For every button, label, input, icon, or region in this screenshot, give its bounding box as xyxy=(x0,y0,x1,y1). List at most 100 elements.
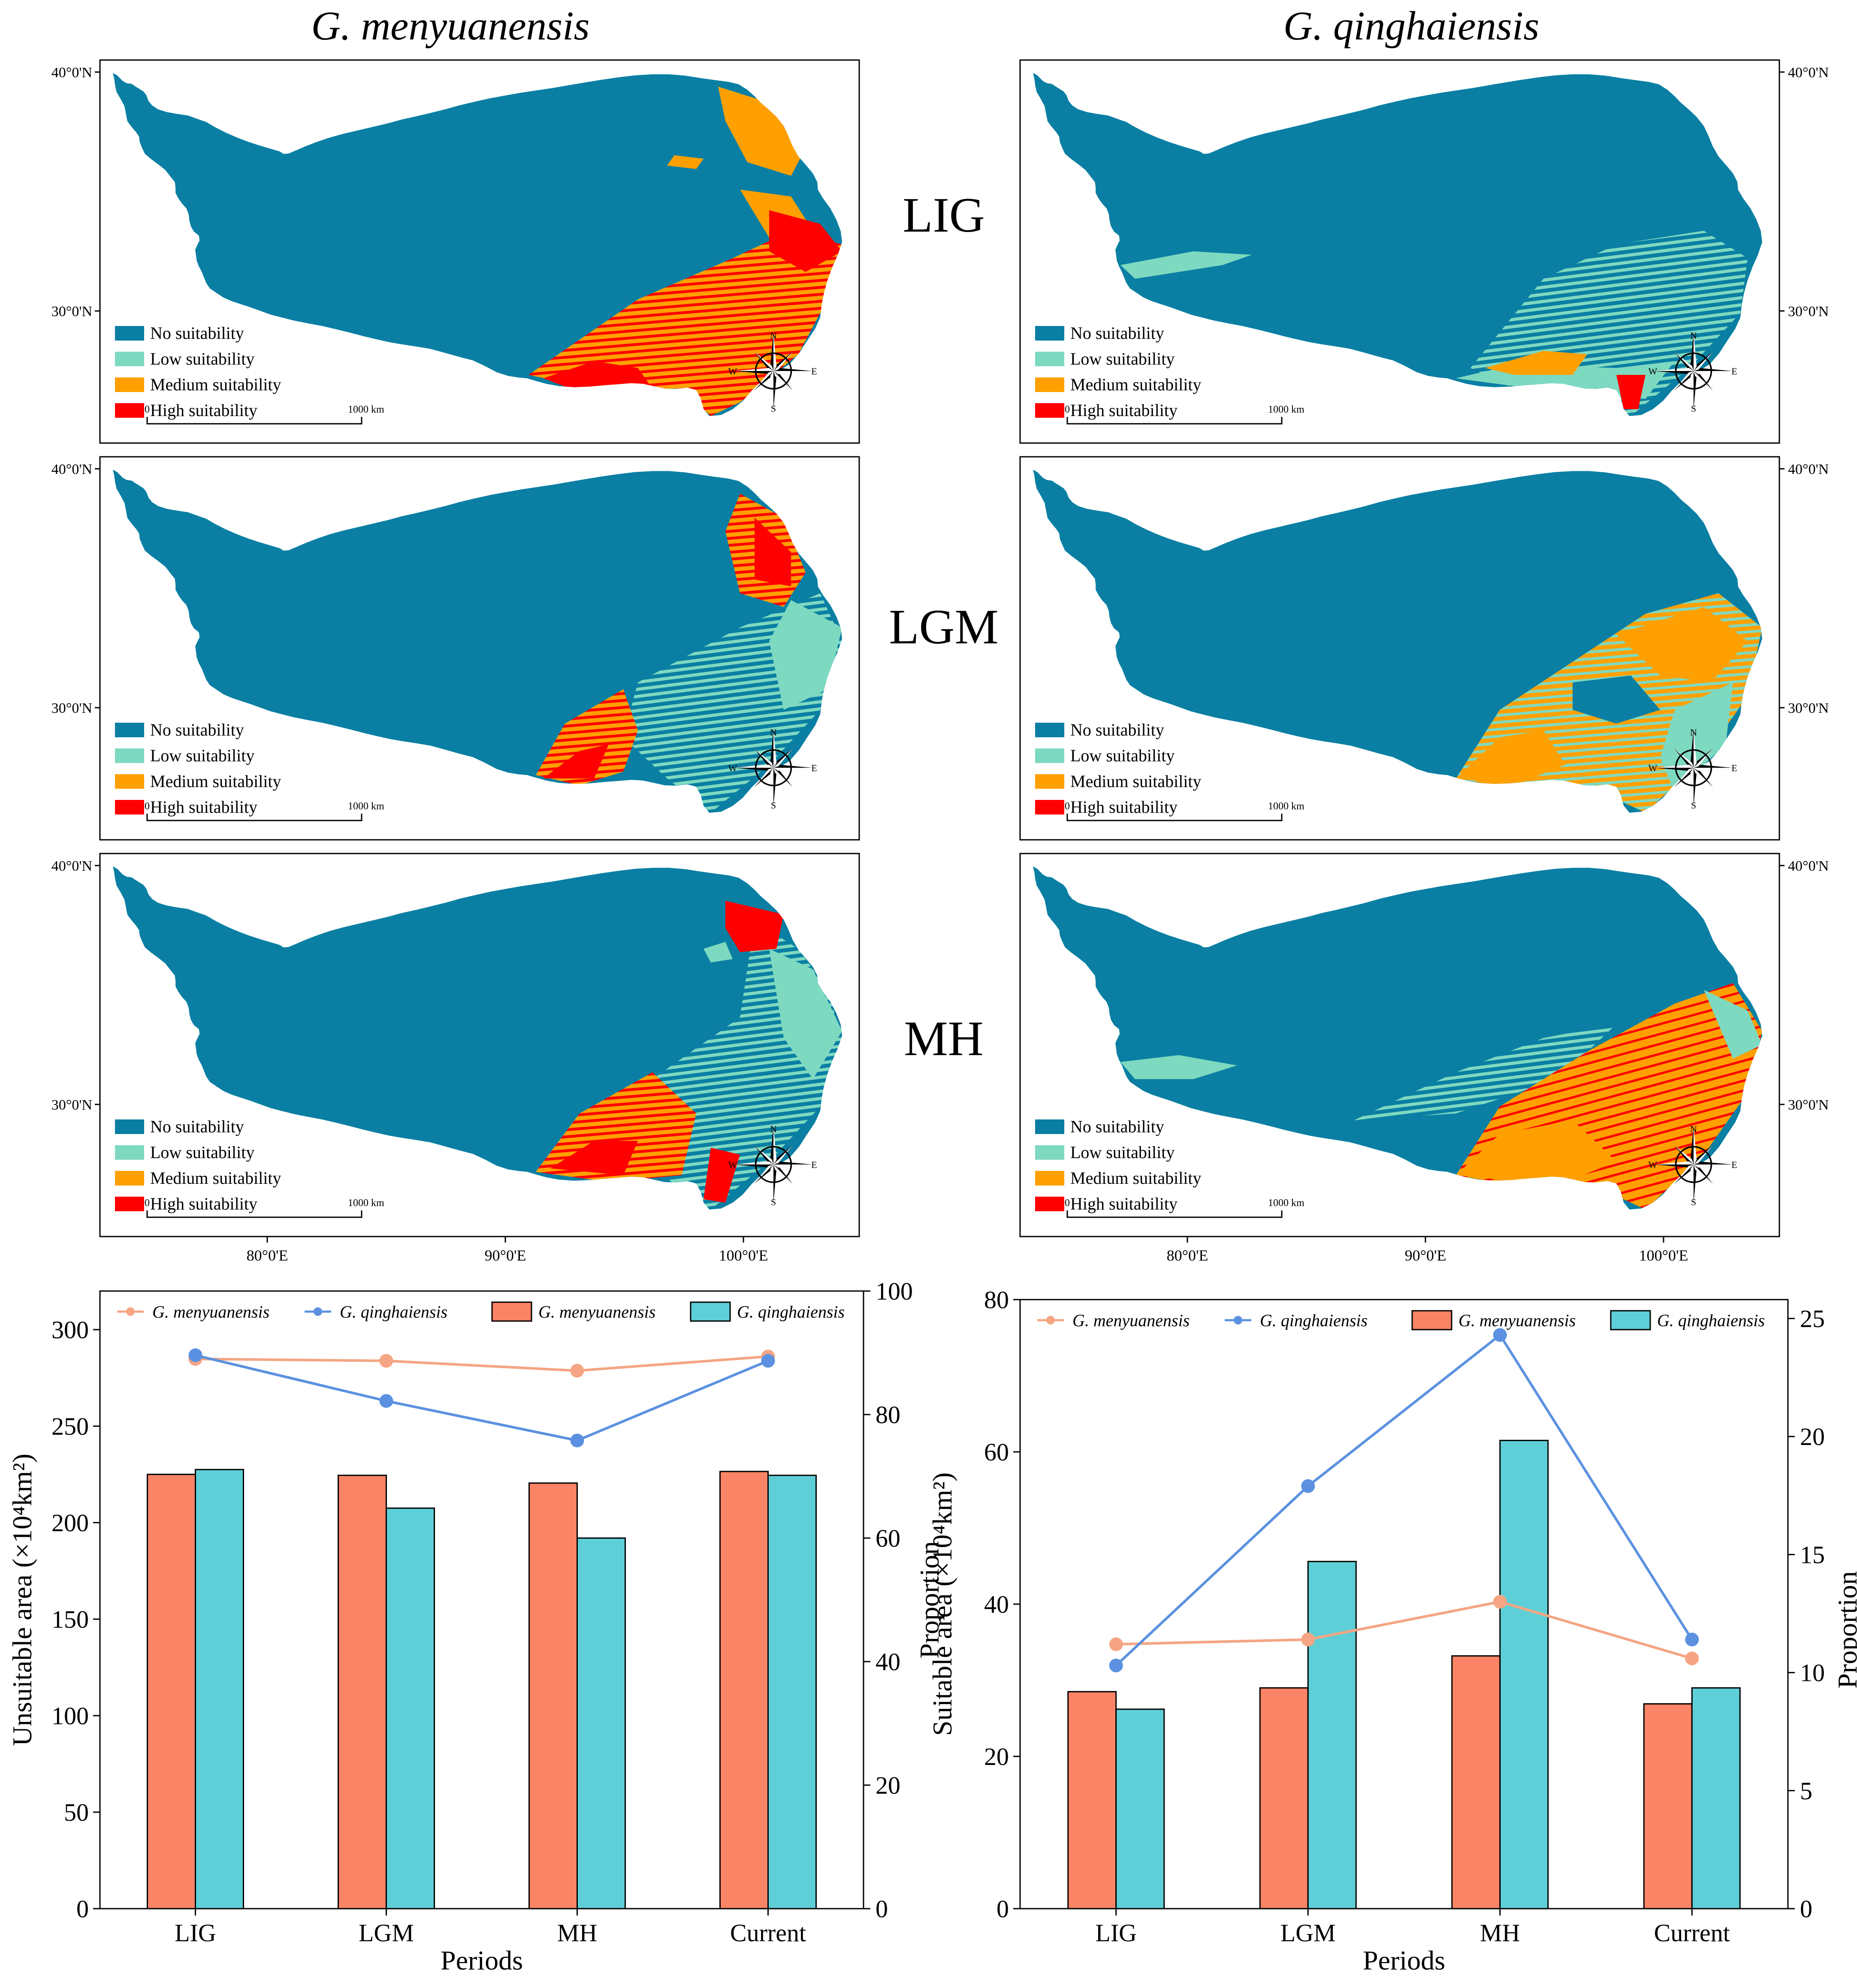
lat-label: 30°0'N xyxy=(51,1097,92,1113)
legend-label: Low suitability xyxy=(150,1143,254,1162)
chart-unsuitable-area: 0 50 100 150 200 250 300 0 20 40 60 80 100 LIG LGM MH Cu… xyxy=(7,1277,945,1976)
y2-tick-label: 5 xyxy=(1800,1777,1812,1805)
compass-w: W xyxy=(1649,763,1658,773)
legend-swatch xyxy=(115,1145,144,1160)
lat-label: 30°0'N xyxy=(1788,304,1829,320)
legend-label: High suitability xyxy=(150,1194,257,1213)
lat-label: 40°0'N xyxy=(1788,462,1829,477)
compass-n: N xyxy=(1690,330,1697,341)
compass-w: W xyxy=(1649,366,1658,377)
legend-label: Medium suitability xyxy=(150,772,281,791)
suitability-patch xyxy=(1120,1055,1237,1079)
compass-e: E xyxy=(1731,366,1737,377)
compass-rose: N S E W xyxy=(1649,727,1737,811)
legend-series-label: G. qinghaiensis xyxy=(737,1302,845,1321)
x-tick-label: LIG xyxy=(175,1919,216,1947)
compass-rose: N S E W xyxy=(728,1124,817,1207)
bar-gqinghaiensis xyxy=(767,1475,817,1910)
scale-bar-start: 0 xyxy=(145,1198,150,1209)
lon-label: 80°0'E xyxy=(1167,1247,1208,1264)
lat-label: 40°0'N xyxy=(1788,858,1829,874)
scale-bar: 0 1000 km xyxy=(1065,1198,1304,1218)
legend-swatch xyxy=(1035,377,1064,392)
y-tick-label: 50 xyxy=(64,1798,89,1826)
plateau-map xyxy=(113,470,842,813)
legend-point-marker xyxy=(1046,1316,1055,1324)
map-legend: No suitability Low suitability Medium suit… xyxy=(115,1117,281,1213)
scale-bar: 0 1000 km xyxy=(145,404,384,425)
y-tick-label: 300 xyxy=(51,1316,89,1344)
line-point xyxy=(761,1354,775,1368)
legend-swatch xyxy=(1035,1119,1064,1134)
legend-swatch xyxy=(1035,774,1064,789)
line-point xyxy=(1685,1632,1699,1647)
lat-label: 30°0'N xyxy=(1788,700,1829,716)
compass-rose: N S E W xyxy=(1649,330,1737,414)
legend-label: High suitability xyxy=(1070,1194,1178,1213)
compass-e: E xyxy=(811,763,817,773)
species-title-right: G. qinghaiensis xyxy=(1283,3,1539,48)
bar-gqinghaiensis xyxy=(1691,1687,1741,1910)
lon-label: 100°0'E xyxy=(719,1247,768,1264)
species-title-left: G. menyuanensis xyxy=(311,3,589,48)
y-tick-label: 80 xyxy=(984,1286,1009,1314)
x-axis-label: Periods xyxy=(441,1945,523,1976)
compass-rose: N S E W xyxy=(1649,1124,1737,1207)
scale-bar-start: 0 xyxy=(1065,404,1070,415)
lon-label: 90°0'E xyxy=(485,1247,526,1264)
legend-swatch xyxy=(115,800,144,815)
suitability-patch xyxy=(550,1141,638,1175)
y-axis-label: Suitable area (×10⁴km²) xyxy=(927,1472,957,1736)
line-point xyxy=(379,1354,393,1368)
compass-w: W xyxy=(1649,1159,1658,1170)
suitability-patch xyxy=(1704,990,1762,1059)
y2-tick-label: 40 xyxy=(876,1648,900,1676)
scale-bar-line xyxy=(146,814,362,821)
suitability-patch xyxy=(704,1148,740,1203)
y2-tick-label: 20 xyxy=(1800,1423,1825,1451)
suitability-patch xyxy=(1660,682,1733,792)
map-legend: No suitability Low suitability Medium suit… xyxy=(115,720,281,817)
compass-s: S xyxy=(771,800,776,811)
scale-bar-start: 0 xyxy=(1065,801,1070,812)
y2-tick-label: 15 xyxy=(1800,1541,1825,1569)
compass-w: W xyxy=(728,1159,737,1170)
y-tick-label: 40 xyxy=(984,1590,1009,1618)
scale-bar: 0 1000 km xyxy=(1065,801,1304,821)
suitability-patch xyxy=(1485,351,1587,375)
legend-label: Low suitability xyxy=(1070,1143,1175,1162)
suitability-overlay xyxy=(536,901,842,1210)
y-tick-label: 0 xyxy=(76,1895,89,1923)
legend-label: No suitability xyxy=(1070,1117,1164,1136)
scale-bar-line xyxy=(146,1210,362,1218)
suitability-patch xyxy=(769,210,842,272)
x-tick-label: LGM xyxy=(1280,1919,1336,1947)
map-panel-qinghaiensis-mh: No suitability Low suitability Medium suit… xyxy=(1019,853,1829,1264)
legend-label: Medium suitability xyxy=(1070,1168,1202,1188)
bar-gmenyuanensis xyxy=(1259,1687,1309,1910)
suitability-patch xyxy=(725,901,784,952)
compass-s: S xyxy=(1691,1197,1696,1207)
line-point xyxy=(570,1364,584,1378)
legend-series-label: G. qinghaiensis xyxy=(340,1302,447,1321)
line-point xyxy=(570,1433,584,1448)
legend-label: Medium suitability xyxy=(150,375,281,394)
period-label-lgm: LGM xyxy=(889,600,999,654)
legend-series-label: G. menyuanensis xyxy=(538,1302,655,1321)
line-point xyxy=(379,1394,393,1408)
period-label-lig: LIG xyxy=(903,188,985,242)
scale-bar-start: 0 xyxy=(1065,1198,1070,1209)
line-point xyxy=(1493,1328,1507,1342)
compass-e: E xyxy=(811,366,817,377)
legend-label: Low suitability xyxy=(1070,746,1175,765)
map-panel-qinghaiensis-lig: No suitability Low suitability Medium suit… xyxy=(1019,59,1829,444)
compass-e: E xyxy=(1731,763,1737,773)
line-point xyxy=(1685,1651,1699,1665)
y-tick-label: 150 xyxy=(51,1605,89,1633)
scale-bar-end: 1000 km xyxy=(348,404,384,415)
lon-label: 90°0'E xyxy=(1405,1247,1446,1264)
lon-label: 100°0'E xyxy=(1639,1247,1688,1264)
suitability-overlay xyxy=(1120,983,1762,1210)
legend-label: Low suitability xyxy=(1070,349,1175,368)
